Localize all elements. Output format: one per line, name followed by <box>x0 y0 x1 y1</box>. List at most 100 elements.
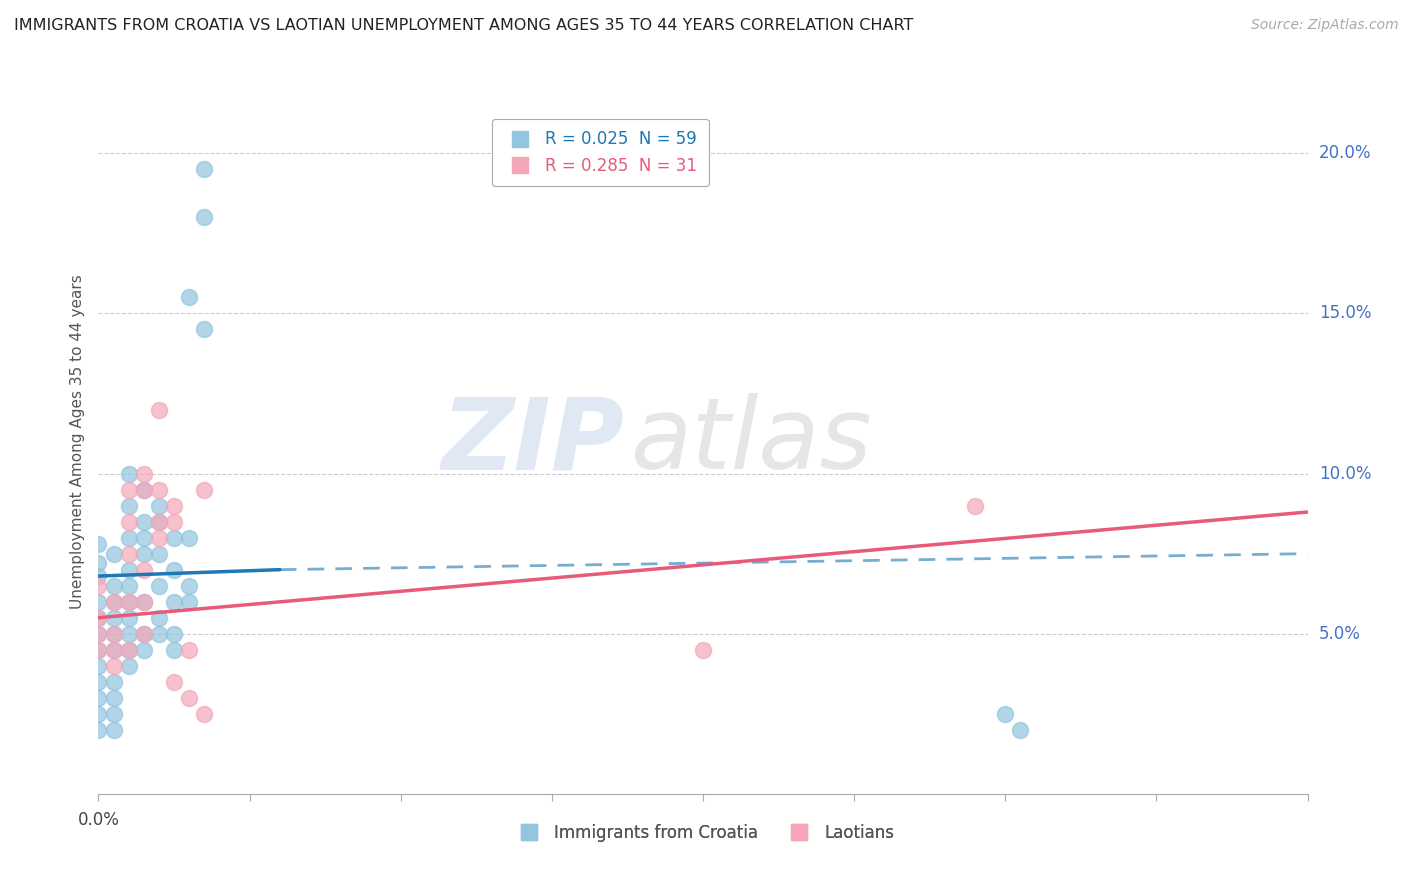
Point <box>87 579 110 593</box>
Point <box>103 595 125 609</box>
Point <box>118 595 141 609</box>
Point <box>132 595 155 609</box>
Text: Source: ZipAtlas.com: Source: ZipAtlas.com <box>1251 18 1399 32</box>
Point <box>103 626 125 640</box>
Point <box>193 322 215 336</box>
Point <box>179 531 201 545</box>
Point <box>163 563 186 577</box>
Point <box>87 537 110 551</box>
Point <box>193 162 215 177</box>
Point <box>118 579 141 593</box>
Point <box>118 515 141 529</box>
Point <box>132 642 155 657</box>
Point <box>118 642 141 657</box>
Point <box>148 402 170 417</box>
Point <box>1010 723 1032 737</box>
Point <box>132 626 155 640</box>
Point <box>163 499 186 513</box>
Point <box>118 499 141 513</box>
Point <box>87 610 110 624</box>
Point <box>132 626 155 640</box>
Point <box>118 626 141 640</box>
Point <box>103 626 125 640</box>
Point <box>87 706 110 721</box>
Point <box>87 595 110 609</box>
Point <box>148 547 170 561</box>
Point <box>179 579 201 593</box>
Text: 0.0%: 0.0% <box>77 812 120 830</box>
Point <box>103 579 125 593</box>
Point <box>148 579 170 593</box>
Point <box>132 467 155 481</box>
Point <box>118 658 141 673</box>
Point <box>148 483 170 497</box>
Point <box>179 690 201 705</box>
Point <box>103 658 125 673</box>
Text: 10.0%: 10.0% <box>1319 465 1371 483</box>
Point <box>118 483 141 497</box>
Point <box>163 595 186 609</box>
Point <box>179 290 201 304</box>
Point <box>103 642 125 657</box>
Point <box>103 723 125 737</box>
Text: 20.0%: 20.0% <box>1319 145 1371 162</box>
Point <box>87 723 110 737</box>
Point <box>994 706 1017 721</box>
Point <box>118 642 141 657</box>
Point <box>148 610 170 624</box>
Point <box>193 211 215 225</box>
Point <box>965 499 987 513</box>
Point <box>103 547 125 561</box>
Point <box>132 531 155 545</box>
Point <box>148 499 170 513</box>
Point <box>103 595 125 609</box>
Point <box>193 706 215 721</box>
Point <box>87 626 110 640</box>
Point <box>148 515 170 529</box>
Point <box>179 642 201 657</box>
Point <box>148 626 170 640</box>
Point <box>163 515 186 529</box>
Point <box>132 515 155 529</box>
Point <box>118 467 141 481</box>
Point <box>118 563 141 577</box>
Point <box>132 563 155 577</box>
Point <box>179 595 201 609</box>
Point <box>103 642 125 657</box>
Point <box>132 595 155 609</box>
Point <box>193 483 215 497</box>
Point <box>118 610 141 624</box>
Point <box>163 642 186 657</box>
Point <box>118 595 141 609</box>
Y-axis label: Unemployment Among Ages 35 to 44 years: Unemployment Among Ages 35 to 44 years <box>69 274 84 609</box>
Point <box>148 515 170 529</box>
Text: atlas: atlas <box>630 393 872 490</box>
Point <box>87 642 110 657</box>
Point <box>87 569 110 583</box>
Point <box>692 642 714 657</box>
Text: ZIP: ZIP <box>441 393 624 490</box>
Point <box>103 690 125 705</box>
Point <box>163 531 186 545</box>
Point <box>87 626 110 640</box>
Text: 5.0%: 5.0% <box>1319 624 1361 643</box>
Point <box>118 547 141 561</box>
Point <box>87 610 110 624</box>
Point <box>118 531 141 545</box>
Legend: Immigrants from Croatia, Laotians: Immigrants from Croatia, Laotians <box>505 818 901 849</box>
Point <box>87 674 110 689</box>
Point <box>87 690 110 705</box>
Point <box>87 642 110 657</box>
Point <box>132 483 155 497</box>
Point <box>132 547 155 561</box>
Point <box>163 674 186 689</box>
Point <box>103 674 125 689</box>
Point <box>87 556 110 570</box>
Text: 15.0%: 15.0% <box>1319 304 1371 322</box>
Point <box>148 531 170 545</box>
Point <box>103 610 125 624</box>
Point <box>87 658 110 673</box>
Point <box>163 626 186 640</box>
Text: IMMIGRANTS FROM CROATIA VS LAOTIAN UNEMPLOYMENT AMONG AGES 35 TO 44 YEARS CORREL: IMMIGRANTS FROM CROATIA VS LAOTIAN UNEMP… <box>14 18 914 33</box>
Point <box>132 483 155 497</box>
